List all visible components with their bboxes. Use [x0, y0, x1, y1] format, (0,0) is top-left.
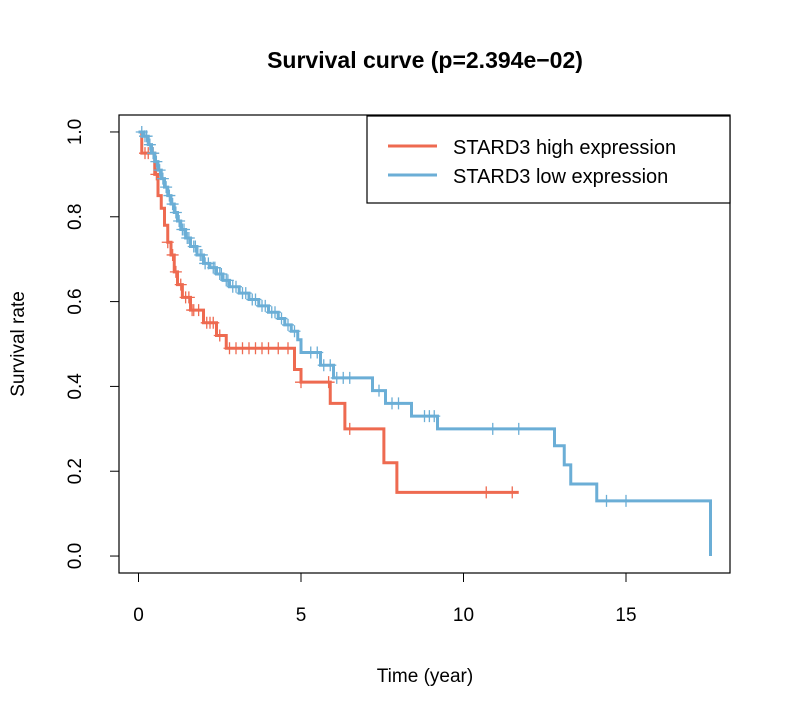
censor-mark — [221, 274, 234, 287]
censor-mark — [215, 268, 228, 281]
censor-mark — [163, 189, 176, 202]
legend-box — [366, 115, 731, 204]
censor-mark — [269, 306, 281, 319]
censor-mark — [282, 342, 294, 355]
censor-mark — [189, 240, 202, 253]
censor-mark — [169, 265, 182, 278]
censor-mark — [373, 384, 385, 397]
censor-mark — [213, 329, 226, 342]
censor-mark — [600, 494, 613, 507]
censor-mark — [166, 248, 179, 261]
chart-title: Survival curve (p=2.394e−02) — [267, 47, 583, 73]
y-tick-label: 1.0 — [65, 119, 86, 145]
censor-mark — [140, 130, 153, 143]
legend-label-low: STARD3 low expression — [453, 166, 668, 188]
censor-mark — [322, 376, 335, 389]
censor-mark — [174, 278, 187, 291]
x-tick-label: 0 — [133, 605, 144, 626]
y-tick-label: 0.2 — [65, 458, 86, 484]
censor-mark — [182, 231, 195, 244]
censor-mark — [169, 206, 182, 219]
censor-mark — [156, 172, 169, 185]
censor-mark — [259, 299, 272, 312]
x-tick-label: 15 — [615, 605, 636, 626]
censor-mark — [428, 410, 441, 423]
y-tick-label: 0.0 — [65, 543, 86, 569]
censor-mark — [153, 164, 166, 177]
y-tick-label: 0.8 — [65, 204, 86, 230]
censor-mark — [311, 346, 324, 359]
y-tick-label: 0.4 — [65, 373, 86, 400]
censor-mark — [207, 316, 220, 329]
y-axis: 0.0 0.2 0.4 0.6 0.8 1.0 — [65, 119, 120, 569]
censor-mark — [295, 376, 307, 389]
censor-mark — [208, 261, 221, 274]
y-axis-label: Survival rate — [8, 291, 29, 397]
censor-mark — [161, 236, 174, 249]
x-tick-label: 10 — [453, 605, 474, 626]
censor-mark — [506, 486, 519, 499]
censor-mark — [288, 325, 301, 338]
censor-mark — [150, 155, 163, 168]
censor-mark — [195, 248, 208, 261]
censor-mark — [182, 291, 195, 304]
censor-mark — [343, 422, 356, 435]
x-axis: 0 5 10 15 — [133, 572, 637, 626]
censor-mark — [239, 287, 252, 300]
censor-mark — [166, 198, 179, 211]
censor-mark — [620, 494, 632, 507]
legend: STARD3 high expression STARD3 low expres… — [366, 115, 731, 204]
y-tick-label: 0.6 — [65, 288, 86, 314]
censor-mark — [480, 486, 493, 499]
series-layer — [135, 125, 712, 557]
censor-mark — [173, 215, 186, 228]
censor-mark — [147, 147, 160, 160]
censor-mark — [324, 359, 337, 372]
legend-label-high: STARD3 high expression — [453, 137, 676, 159]
censor-mark — [486, 422, 499, 435]
censor-mark — [392, 397, 405, 410]
x-axis-label: Time (year) — [377, 666, 473, 687]
censor-mark — [343, 371, 356, 384]
series-high — [138, 130, 519, 499]
censor-mark — [160, 181, 173, 194]
series-low — [135, 125, 712, 557]
censor-mark — [249, 293, 262, 306]
censor-mark — [192, 304, 205, 317]
censor-mark — [178, 223, 190, 236]
censor-mark — [512, 422, 525, 435]
x-tick-label: 5 — [296, 605, 307, 626]
censor-mark — [275, 312, 288, 325]
censor-mark — [230, 280, 242, 293]
censor-mark — [143, 138, 156, 151]
censor-mark — [282, 318, 294, 331]
